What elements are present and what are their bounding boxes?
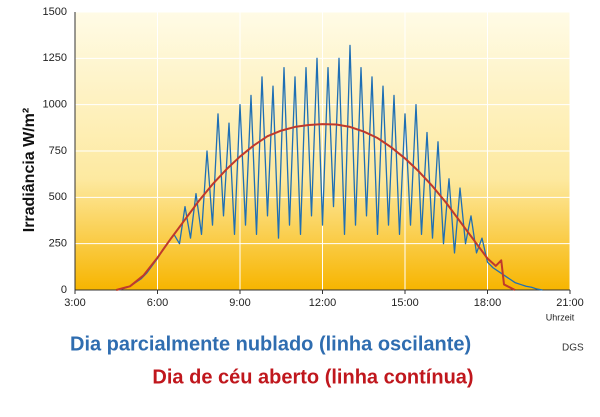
series-line (115, 123, 516, 291)
y-tick-label: 750 (49, 145, 67, 157)
y-tick-label: 500 (49, 191, 67, 203)
y-tick-label: 0 (61, 284, 67, 296)
x-axis-label: Uhrzeit (546, 312, 575, 322)
x-tick-label: 18:00 (474, 297, 502, 309)
source: DGS (562, 343, 584, 354)
y-tick-label: 250 (49, 238, 67, 250)
x-tick-label: 21:00 (556, 297, 584, 309)
x-tick-label: 6:00 (147, 297, 168, 309)
y-tick-label: 1500 (43, 6, 67, 18)
y-axis-label: Irradiância W/m² (21, 108, 38, 232)
series-line (118, 44, 543, 291)
x-tick-label: 15:00 (391, 297, 419, 309)
x-tick-label: 12:00 (309, 297, 337, 309)
subtitle: Dia de céu aberto (linha contínua) (152, 366, 473, 388)
x-tick-label: 3:00 (64, 297, 85, 309)
x-tick-label: 9:00 (229, 297, 250, 309)
y-tick-label: 1000 (43, 99, 67, 111)
y-tick-label: 1250 (43, 52, 67, 64)
title: Dia parcialmente nublado (linha oscilant… (70, 333, 471, 355)
